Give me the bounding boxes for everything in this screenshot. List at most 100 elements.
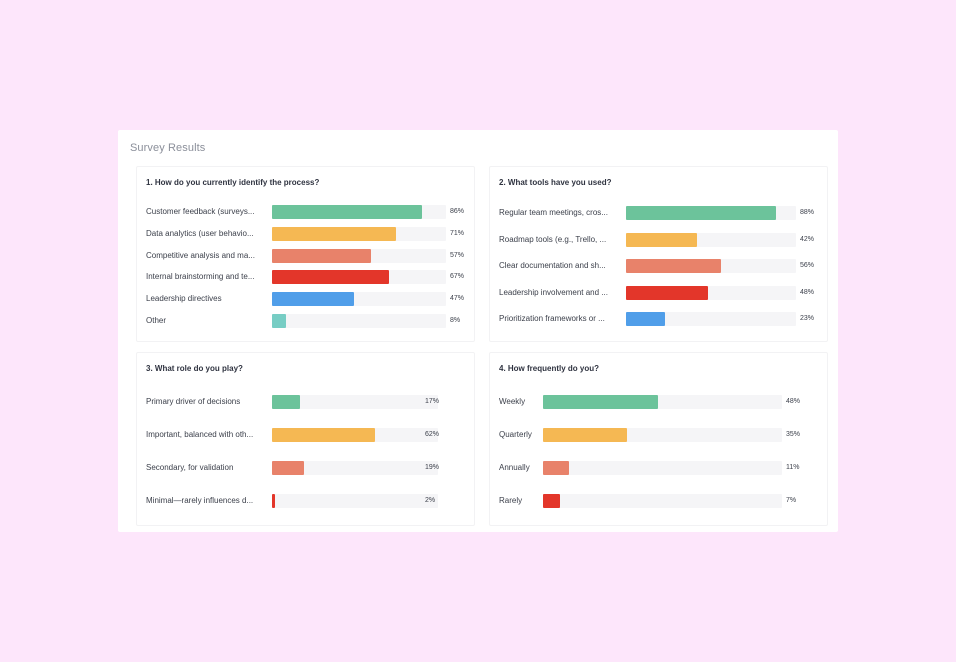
bar[interactable] bbox=[543, 428, 627, 442]
bar-value-label: 7% bbox=[786, 497, 797, 504]
bar-value-label: 88% bbox=[800, 209, 815, 216]
bar-track bbox=[543, 428, 782, 442]
bar[interactable] bbox=[272, 461, 304, 475]
bar-track bbox=[626, 312, 796, 327]
bar-track bbox=[272, 205, 446, 219]
bar-track bbox=[626, 259, 796, 274]
bar-label: Data analytics (user behavio... bbox=[146, 228, 254, 238]
bar[interactable] bbox=[272, 395, 301, 409]
bar-row: Clear documentation and sh... 56% bbox=[490, 258, 827, 274]
bar-label: Regular team meetings, cros... bbox=[499, 208, 608, 217]
bar-row: Internal brainstorming and te... 67% bbox=[137, 269, 474, 285]
bar[interactable] bbox=[626, 232, 698, 247]
bar-track bbox=[626, 285, 796, 300]
bar-label: Clear documentation and sh... bbox=[499, 261, 606, 271]
bar[interactable] bbox=[272, 226, 396, 241]
bar-row: Data analytics (user behavio... 71% bbox=[137, 226, 474, 242]
bar[interactable] bbox=[543, 461, 570, 475]
bar[interactable] bbox=[543, 395, 658, 409]
bar-track bbox=[543, 461, 782, 475]
bar-row: Secondary, for validation 19% bbox=[137, 460, 474, 476]
bar-track bbox=[626, 206, 796, 220]
bar-row: Customer feedback (surveys... 86% bbox=[137, 204, 474, 220]
question-title: 1. How do you currently identify the pro… bbox=[146, 178, 320, 187]
bar[interactable] bbox=[543, 494, 560, 508]
bar[interactable] bbox=[626, 206, 776, 220]
bar[interactable] bbox=[272, 205, 422, 219]
bar-value-label: 2% bbox=[425, 497, 436, 504]
bar-value-label: 42% bbox=[800, 235, 815, 243]
bar-track bbox=[272, 292, 446, 307]
bar-value-label: 8% bbox=[450, 317, 461, 324]
question-4-panel: 4. How frequently do you? Weekly 48% Quart… bbox=[489, 352, 828, 526]
bar-row: Leadership directives 47% bbox=[137, 291, 474, 307]
bar-row: Prioritization frameworks or ... 23% bbox=[490, 311, 827, 327]
bar-label: Weekly bbox=[499, 397, 526, 406]
bar-track bbox=[272, 314, 446, 328]
bar-value-label: 67% bbox=[450, 273, 465, 281]
question-title: 4. How frequently do you? bbox=[499, 364, 600, 373]
bar-track bbox=[543, 395, 782, 409]
bar-track bbox=[272, 248, 446, 263]
bar-value-label: 71% bbox=[450, 229, 465, 237]
bar-row: Other 8% bbox=[137, 313, 474, 329]
bar-track bbox=[272, 270, 446, 285]
bar-label: Roadmap tools (e.g., Trello, ... bbox=[499, 234, 607, 244]
question-3-panel: 3. What role do you play? Primary driver… bbox=[136, 352, 475, 526]
bar-track bbox=[272, 494, 438, 508]
bar-value-label: 62% bbox=[425, 431, 440, 438]
bar[interactable] bbox=[272, 270, 389, 285]
page-title: Survey Results bbox=[130, 142, 206, 154]
bar[interactable] bbox=[272, 248, 372, 263]
bar-label: Leadership directives bbox=[146, 294, 222, 304]
bar-label: Secondary, for validation bbox=[146, 463, 234, 472]
bar-value-label: 23% bbox=[800, 315, 815, 323]
bar-value-label: 17% bbox=[425, 398, 440, 405]
bar-label: Primary driver of decisions bbox=[146, 397, 241, 406]
question-1-panel: 1. How do you currently identify the pro… bbox=[136, 166, 475, 342]
bar-label: Annually bbox=[499, 463, 530, 472]
bar-value-label: 19% bbox=[425, 464, 440, 471]
bar-row: Important, balanced with oth... 62% bbox=[137, 427, 474, 443]
bar[interactable] bbox=[272, 494, 276, 508]
bar-value-label: 56% bbox=[800, 262, 815, 270]
bar-value-label: 35% bbox=[786, 431, 801, 438]
bar-row: Primary driver of decisions 17% bbox=[137, 394, 474, 410]
bar-track bbox=[272, 461, 438, 475]
bar[interactable] bbox=[272, 292, 354, 307]
bar-track bbox=[272, 226, 446, 241]
bar-row: Annually 11% bbox=[490, 460, 827, 476]
bar-label: Competitive analysis and ma... bbox=[146, 250, 255, 260]
bar-value-label: 48% bbox=[786, 398, 801, 405]
bar-label: Rarely bbox=[499, 496, 523, 505]
bar-row: Weekly 48% bbox=[490, 394, 827, 410]
bar[interactable] bbox=[626, 259, 722, 274]
question-2-panel: 2. What tools have you used? Regular tea… bbox=[489, 166, 828, 342]
bar[interactable] bbox=[626, 285, 708, 300]
bar[interactable] bbox=[272, 314, 286, 328]
bar-label: Prioritization frameworks or ... bbox=[499, 314, 605, 324]
bar-label: Customer feedback (surveys... bbox=[146, 207, 255, 216]
bar-row: Quarterly 35% bbox=[490, 427, 827, 443]
bar-value-label: 47% bbox=[450, 295, 465, 303]
bar-row: Roadmap tools (e.g., Trello, ... 42% bbox=[490, 232, 827, 248]
bar-row: Rarely 7% bbox=[490, 493, 827, 509]
bar-value-label: 57% bbox=[450, 251, 465, 259]
bar[interactable] bbox=[272, 428, 375, 442]
bar-label: Quarterly bbox=[499, 430, 532, 439]
bar-track bbox=[272, 428, 438, 442]
bar-row: Regular team meetings, cros... 88% bbox=[490, 205, 827, 221]
bar-value-label: 11% bbox=[786, 464, 800, 471]
bar-row: Leadership involvement and ... 48% bbox=[490, 285, 827, 301]
bar-row: Competitive analysis and ma... 57% bbox=[137, 248, 474, 264]
question-title: 2. What tools have you used? bbox=[499, 178, 612, 187]
bar-track bbox=[272, 395, 438, 409]
bar-track bbox=[543, 494, 782, 508]
bar[interactable] bbox=[626, 312, 666, 327]
bar-value-label: 86% bbox=[450, 208, 465, 215]
bar-label: Important, balanced with oth... bbox=[146, 430, 254, 439]
survey-results-card: Survey Results 1. How do you currently i… bbox=[118, 130, 838, 532]
bar-value-label: 48% bbox=[800, 288, 815, 296]
bar-label: Minimal—rarely influences d... bbox=[146, 496, 254, 505]
bar-track bbox=[626, 232, 796, 247]
